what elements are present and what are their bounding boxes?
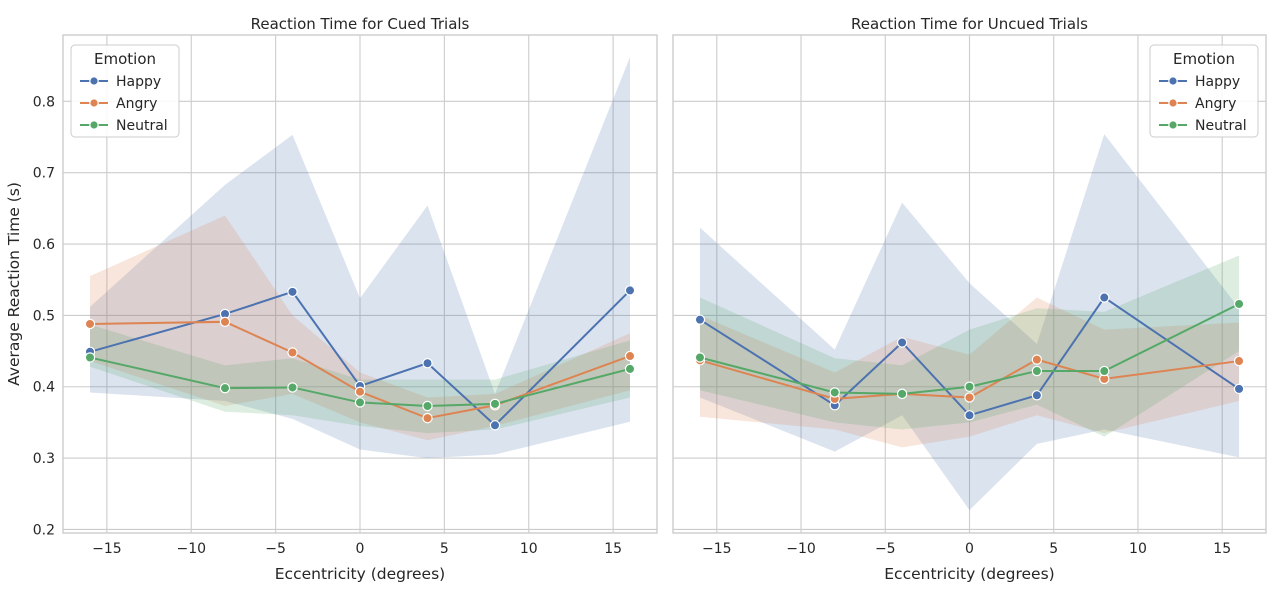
- data-point-angry: [1031, 354, 1043, 365]
- x-tick-label: −15: [702, 541, 732, 557]
- legend: Emotion Happy Angry Neutral: [1149, 44, 1259, 138]
- legend-marker-happy: [1168, 76, 1178, 86]
- data-point-happy: [964, 410, 975, 421]
- x-tick-label: 5: [440, 541, 449, 557]
- legend-marker-happy: [89, 76, 99, 86]
- data-point-neutral: [287, 382, 298, 393]
- y-tick-label: 0.8: [33, 94, 55, 110]
- data-point-neutral: [84, 352, 96, 363]
- x-tick-label: −10: [786, 541, 816, 557]
- x-axis-label: Eccentricity (degrees): [884, 565, 1054, 583]
- data-point-happy: [1233, 383, 1245, 395]
- data-point-neutral: [964, 381, 975, 392]
- x-tick-label: −10: [176, 541, 206, 557]
- y-tick-label: 0.3: [33, 451, 55, 467]
- data-point-happy: [1099, 292, 1110, 303]
- data-point-angry: [287, 347, 298, 358]
- data-point-neutral: [489, 398, 501, 410]
- data-point-neutral: [624, 363, 636, 375]
- x-tick-label: 15: [1213, 541, 1231, 557]
- y-axis-label: Average Reaction Time (s): [5, 182, 23, 386]
- x-tick-label: −5: [265, 541, 286, 557]
- legend-marker-neutral: [89, 120, 99, 130]
- legend-label-angry: Angry: [1195, 96, 1236, 112]
- x-tick-label: 0: [965, 541, 974, 557]
- x-tick-label: 5: [1049, 541, 1058, 557]
- data-point-neutral: [422, 400, 433, 412]
- y-tick-label: 0.5: [33, 308, 55, 324]
- data-point-happy: [624, 285, 636, 296]
- legend-box: [70, 44, 180, 138]
- data-point-angry: [1233, 355, 1245, 367]
- data-point-angry: [219, 316, 231, 328]
- data-point-angry: [624, 350, 636, 362]
- x-axis-label: Eccentricity (degrees): [275, 565, 445, 583]
- data-point-neutral: [896, 388, 908, 400]
- data-point-neutral: [829, 387, 840, 398]
- data-point-neutral: [1099, 365, 1110, 377]
- data-point-neutral: [1031, 365, 1043, 377]
- data-point-angry: [964, 392, 975, 403]
- x-tick-label: −5: [875, 541, 896, 557]
- x-tick-label: 10: [1129, 541, 1147, 557]
- data-point-neutral: [1233, 298, 1245, 310]
- plot-frame: [672, 34, 1267, 534]
- data-point-happy: [896, 337, 908, 348]
- x-tick-label: −15: [92, 541, 122, 557]
- ci-band-happy: [699, 134, 1240, 511]
- ci-band-happy: [90, 57, 630, 459]
- chart-title: Reaction Time for Cued Trials: [251, 15, 470, 33]
- legend-label-angry: Angry: [116, 96, 157, 112]
- y-tick-label: 0.7: [33, 166, 55, 182]
- data-point-angry: [422, 412, 433, 424]
- data-point-neutral: [219, 382, 231, 394]
- data-point-angry: [84, 318, 96, 330]
- data-point-happy: [489, 420, 501, 431]
- x-tick-label: 10: [520, 541, 538, 557]
- data-point-angry: [354, 386, 366, 397]
- data-point-neutral: [354, 397, 366, 408]
- legend: Emotion Happy Angry Neutral: [70, 44, 180, 138]
- legend-label-happy: Happy: [1195, 74, 1240, 90]
- legend-label-happy: Happy: [116, 74, 161, 90]
- panel-cued: −15 −10 −5 0 5 10 15 0.2 0.3 0.4 0.5 0.6 0.7 0.8 React…: [5, 15, 658, 583]
- y-tick-label: 0.2: [33, 522, 55, 538]
- x-tick-label: 0: [356, 541, 365, 557]
- x-tick-label: 15: [604, 541, 622, 557]
- legend-marker-angry: [1168, 98, 1178, 108]
- legend-marker-neutral: [1168, 120, 1178, 130]
- y-tick-label: 0.4: [33, 380, 55, 396]
- plot-frame: [62, 34, 658, 534]
- data-point-neutral: [694, 352, 706, 363]
- chart-title: Reaction Time for Uncued Trials: [851, 15, 1088, 33]
- legend-label-neutral: Neutral: [116, 118, 168, 134]
- legend-title: Emotion: [94, 50, 156, 68]
- data-point-happy: [287, 286, 298, 298]
- legend-box: [1149, 44, 1259, 138]
- data-point-happy: [694, 314, 706, 325]
- y-tick-label: 0.6: [33, 237, 55, 253]
- panel-uncued: −15 −10 −5 0 5 10 15 Reaction Time for Uncued T…: [672, 15, 1267, 583]
- legend-label-neutral: Neutral: [1195, 118, 1247, 134]
- data-point-happy: [422, 357, 433, 369]
- data-point-happy: [1031, 390, 1043, 401]
- legend-marker-angry: [89, 98, 99, 108]
- legend-title: Emotion: [1173, 50, 1235, 68]
